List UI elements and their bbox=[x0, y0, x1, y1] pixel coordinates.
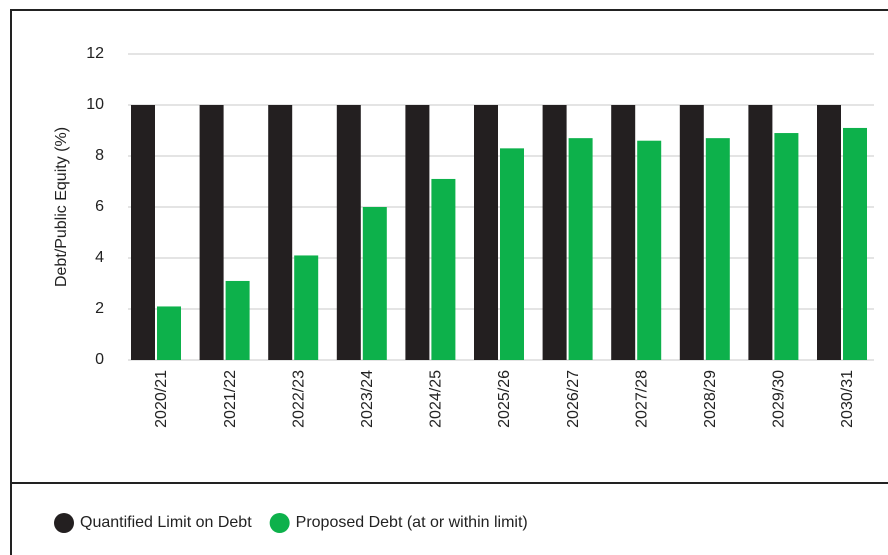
bar bbox=[637, 140, 662, 360]
bar bbox=[817, 105, 841, 360]
bar bbox=[294, 255, 319, 360]
legend-label: Proposed Debt (at or within limit) bbox=[296, 514, 528, 531]
x-tick-label: 2024/25 bbox=[428, 370, 445, 428]
bar bbox=[774, 133, 799, 360]
bar bbox=[611, 105, 636, 360]
x-tick-label: 2028/29 bbox=[702, 370, 719, 428]
y-tick-label: 10 bbox=[86, 96, 104, 113]
x-tick-label: 2025/26 bbox=[496, 370, 513, 428]
y-tick-label: 4 bbox=[95, 249, 104, 266]
bar bbox=[542, 105, 567, 360]
bar bbox=[500, 148, 524, 360]
bar bbox=[362, 207, 387, 360]
bar bbox=[705, 138, 730, 360]
legend-swatch bbox=[269, 513, 290, 533]
y-tick-label: 2 bbox=[95, 300, 104, 317]
bar bbox=[748, 105, 773, 360]
x-tick-label: 2026/27 bbox=[565, 370, 582, 428]
bar bbox=[474, 105, 498, 360]
bar bbox=[199, 105, 224, 360]
x-tick-label: 2030/31 bbox=[839, 370, 856, 428]
bar bbox=[568, 138, 593, 360]
x-tick-label: 2022/23 bbox=[290, 370, 307, 428]
bar bbox=[268, 105, 293, 360]
x-tick-label: 2020/21 bbox=[153, 370, 170, 428]
bar bbox=[405, 105, 430, 360]
y-tick-label: 8 bbox=[95, 147, 104, 164]
bar bbox=[431, 178, 456, 360]
frame bbox=[10, 9, 888, 555]
y-axis-label: Debt/Public Equity (%) bbox=[53, 127, 70, 287]
y-tick-label: 0 bbox=[95, 351, 104, 368]
bar bbox=[131, 105, 155, 360]
x-tick-label: 2023/24 bbox=[359, 370, 376, 428]
bar bbox=[157, 306, 181, 360]
y-tick-label: 12 bbox=[86, 45, 104, 62]
bar bbox=[225, 280, 250, 360]
legend-swatch bbox=[54, 513, 74, 533]
y-tick-label: 6 bbox=[95, 198, 104, 215]
x-tick-label: 2027/28 bbox=[633, 370, 650, 428]
bar bbox=[843, 127, 867, 360]
x-tick-label: 2021/22 bbox=[222, 370, 239, 428]
bar bbox=[336, 105, 361, 360]
bar bbox=[679, 105, 704, 360]
x-tick-label: 2029/30 bbox=[771, 370, 788, 428]
legend-label: Quantified Limit on Debt bbox=[80, 514, 252, 531]
